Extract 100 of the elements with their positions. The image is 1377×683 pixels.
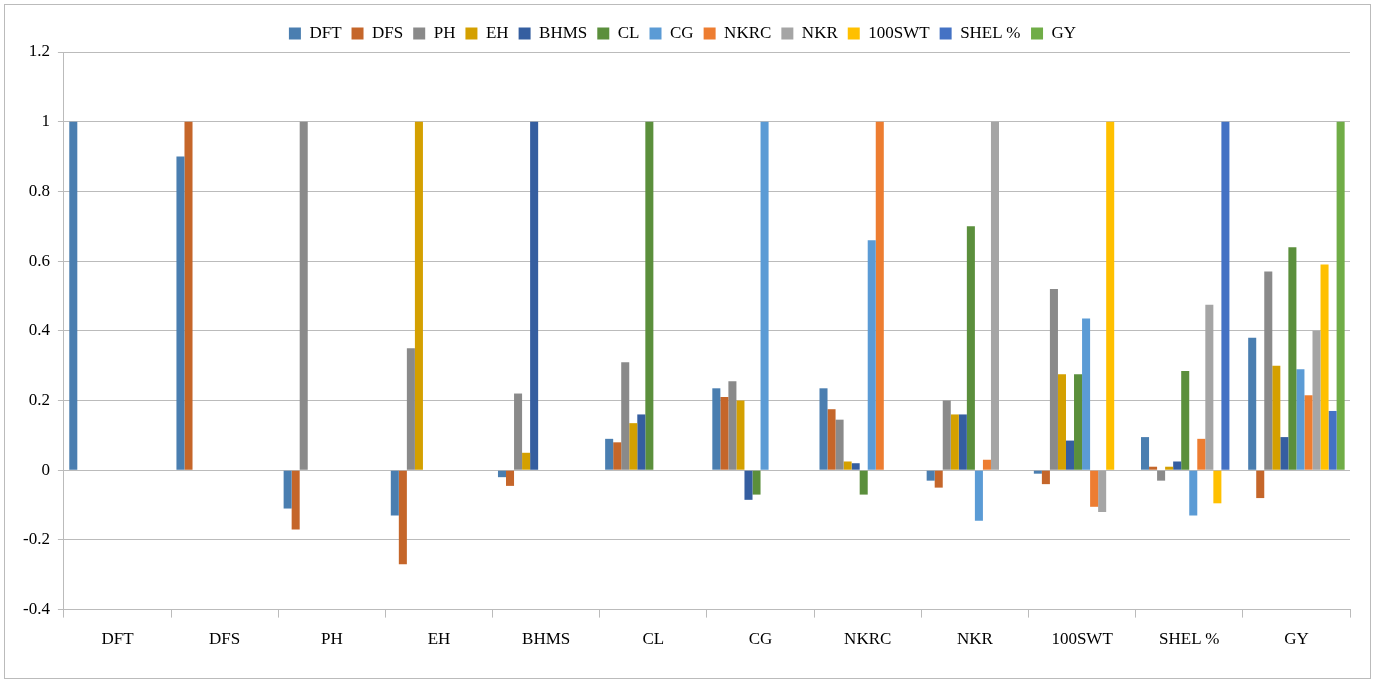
legend-label: CL — [617, 22, 640, 42]
bar — [728, 381, 737, 470]
x-tick-label: CG — [748, 629, 773, 649]
bar — [1256, 470, 1265, 499]
bar — [291, 470, 300, 530]
legend-label: 100SWT — [868, 22, 931, 42]
bar — [522, 452, 531, 470]
bar — [1041, 470, 1050, 485]
bar — [982, 459, 991, 470]
bar — [744, 470, 753, 500]
y-tick-label: 1 — [41, 111, 50, 131]
bar — [605, 438, 614, 470]
bar — [720, 397, 729, 470]
legend-label: DFS — [372, 22, 404, 42]
bar — [1189, 470, 1198, 516]
bar — [69, 121, 78, 470]
bar — [843, 461, 852, 470]
bar — [1288, 247, 1297, 470]
bar — [390, 470, 399, 516]
bar — [299, 121, 308, 470]
bar — [819, 388, 828, 470]
bar — [1057, 374, 1066, 470]
legend-label: EH — [485, 22, 509, 42]
bar — [1098, 470, 1107, 513]
bar — [1090, 470, 1099, 507]
bar — [736, 400, 745, 470]
x-tick-label: EH — [427, 629, 451, 649]
bar — [1074, 374, 1083, 470]
legend-label: NKRC — [724, 22, 772, 42]
bar — [1280, 437, 1289, 470]
bar — [1165, 466, 1174, 470]
x-tick-label: BHMS — [522, 629, 571, 649]
bar — [1312, 330, 1321, 470]
bar — [1082, 318, 1091, 470]
bar — [283, 470, 292, 509]
x-tick-label: DFT — [101, 629, 135, 649]
bar — [1205, 304, 1214, 470]
y-tick-label: 0.6 — [28, 250, 50, 270]
bar — [934, 470, 943, 488]
bar — [926, 470, 935, 481]
y-tick-label: -0.2 — [22, 529, 50, 549]
bar — [1320, 264, 1329, 470]
y-tick-label: 0.2 — [28, 389, 50, 409]
x-tick-label: SHEL % — [1159, 629, 1220, 649]
bar — [827, 409, 836, 470]
bar — [1296, 369, 1305, 470]
bar — [1336, 121, 1345, 470]
bar — [414, 121, 423, 470]
x-tick-label: 100SWT — [1051, 629, 1114, 649]
bar — [1065, 440, 1075, 470]
y-tick-label: 0.4 — [28, 320, 51, 340]
bar — [1272, 365, 1281, 470]
bar — [1049, 288, 1058, 470]
bar — [760, 121, 769, 470]
legend-label: GY — [1051, 22, 1077, 42]
x-tick-label: NKRC — [844, 629, 892, 649]
bar — [859, 470, 868, 495]
bar — [1248, 337, 1257, 470]
bar — [406, 348, 415, 470]
y-tick-label: 0.8 — [28, 180, 50, 200]
bar — [752, 470, 761, 495]
legend-label: PH — [433, 22, 456, 42]
bar — [1173, 461, 1182, 470]
x-tick-label: DFS — [209, 629, 241, 649]
x-tick-label: CL — [642, 629, 665, 649]
bar — [966, 226, 975, 470]
bar — [1157, 470, 1166, 481]
legend-label: DFT — [309, 22, 343, 42]
bar — [851, 463, 860, 470]
bar — [613, 442, 622, 470]
legend-label: SHEL % — [960, 22, 1021, 42]
legend-label: BHMS — [539, 22, 588, 42]
bar — [974, 470, 983, 521]
bar — [1221, 121, 1230, 470]
bar — [712, 388, 721, 470]
bar — [1141, 437, 1150, 470]
bar — [1213, 470, 1222, 504]
bar — [990, 121, 1000, 470]
bar — [514, 393, 523, 470]
bar — [637, 414, 646, 470]
bar — [1106, 121, 1115, 470]
legend-label: CG — [670, 22, 694, 42]
bar — [398, 470, 407, 565]
bar — [958, 414, 967, 470]
bar — [942, 400, 951, 470]
x-tick-label: NKR — [956, 629, 994, 649]
x-tick-label: GY — [1284, 629, 1309, 649]
bar — [875, 121, 884, 470]
bar — [497, 470, 506, 478]
bar — [530, 121, 539, 470]
y-tick-label: 1.2 — [28, 41, 50, 61]
bar — [867, 240, 876, 470]
bar — [629, 423, 638, 470]
bar — [506, 470, 515, 486]
y-tick-label: -0.4 — [22, 599, 51, 619]
bar — [1181, 370, 1190, 470]
bar — [176, 156, 185, 470]
bar — [835, 419, 844, 470]
bar — [621, 362, 630, 470]
bar — [1149, 466, 1158, 470]
